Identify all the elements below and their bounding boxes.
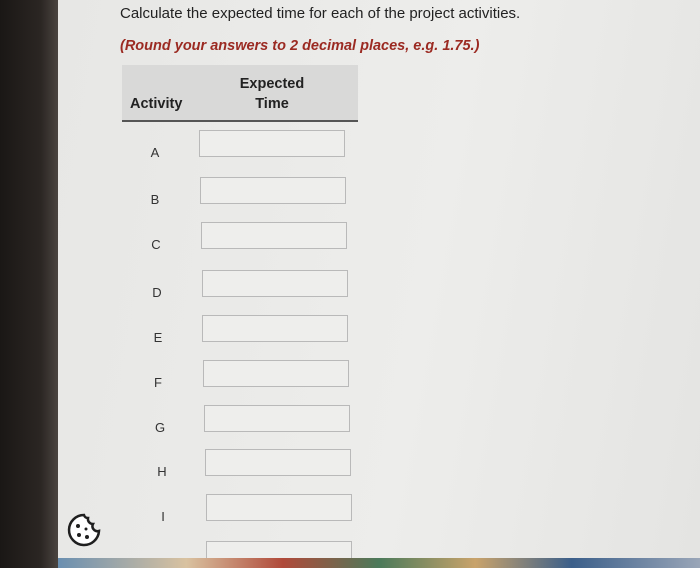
answer-input[interactable] <box>206 494 352 521</box>
header-expected-time: Expected Time <box>239 76 305 112</box>
activity-label: H <box>157 464 167 479</box>
rounding-note: (Round your answers to 2 decimal places,… <box>120 38 480 54</box>
answer-input[interactable] <box>202 270 348 297</box>
answer-input[interactable] <box>201 222 347 249</box>
answer-input[interactable] <box>203 360 349 387</box>
activity-label: G <box>154 420 166 435</box>
table-header: Activity Expected Time <box>122 65 358 122</box>
cookie-icon[interactable] <box>66 512 102 548</box>
activity-label: E <box>153 330 163 345</box>
dock-strip <box>58 558 700 568</box>
header-activity: Activity <box>130 96 183 112</box>
answer-input[interactable] <box>202 315 348 342</box>
answer-input[interactable] <box>205 449 351 476</box>
screen-bezel <box>0 0 58 568</box>
activity-label: B <box>150 192 160 207</box>
answer-input[interactable] <box>200 177 346 204</box>
activity-label: C <box>151 237 161 252</box>
answer-input[interactable] <box>199 130 345 157</box>
question-text: Calculate the expected time for each of … <box>120 5 521 22</box>
activity-label: A <box>150 145 160 160</box>
activity-label: F <box>154 375 162 390</box>
activity-label: I <box>161 509 165 524</box>
activity-label: D <box>152 285 162 300</box>
answer-input[interactable] <box>204 405 350 432</box>
